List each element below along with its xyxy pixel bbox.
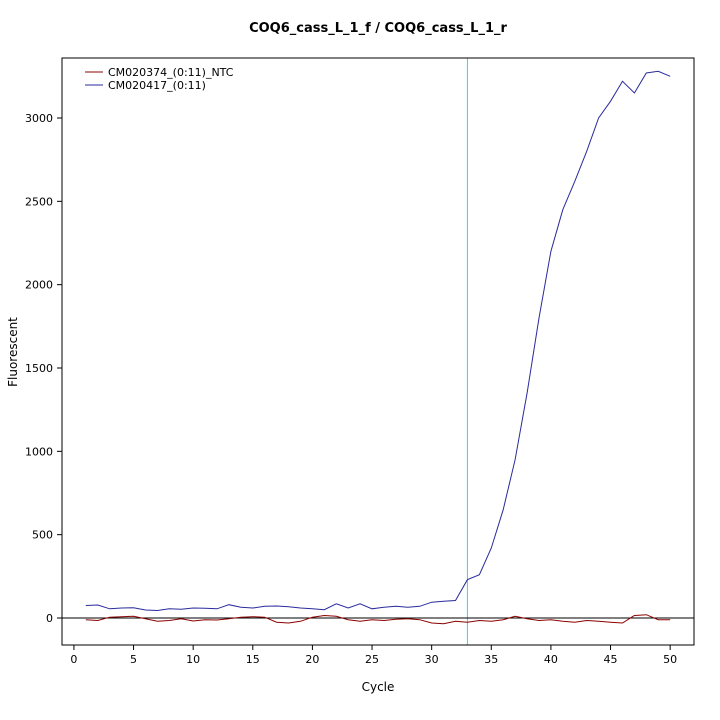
plot-border bbox=[61, 57, 695, 646]
x-tick-label: 40 bbox=[544, 653, 558, 666]
x-tick-label: 35 bbox=[484, 653, 498, 666]
x-tick-label: 5 bbox=[130, 653, 137, 666]
legend: CM020374_(0:11)_NTC CM020417_(0:11) bbox=[85, 66, 234, 92]
x-tick-label: 20 bbox=[305, 653, 319, 666]
series-line-ntc bbox=[85, 614, 671, 625]
legend-label-sample: CM020417_(0:11) bbox=[108, 79, 206, 92]
axis-ticks-layer: 0 5 10 15 20 25 30 35 40 45 5005001000150020002500… bbox=[25, 112, 677, 666]
y-tick-label: 500 bbox=[32, 529, 53, 542]
chart-title: COQ6_cass_L_1_f / COQ6_cass_L_1_r bbox=[249, 21, 507, 36]
legend-label-ntc: CM020374_(0:11)_NTC bbox=[108, 66, 234, 79]
y-tick-label: 2500 bbox=[25, 195, 53, 208]
x-tick-label: 10 bbox=[186, 653, 200, 666]
y-tick-label: 1000 bbox=[25, 445, 53, 458]
x-tick-label: 25 bbox=[365, 653, 379, 666]
x-axis-label: Cycle bbox=[362, 680, 395, 694]
series-lines-layer bbox=[85, 70, 671, 625]
x-tick-label: 15 bbox=[246, 653, 260, 666]
x-tick-label: 0 bbox=[70, 653, 77, 666]
y-tick-label: 0 bbox=[46, 612, 53, 625]
x-tick-label: 30 bbox=[425, 653, 439, 666]
x-tick-label: 45 bbox=[604, 653, 618, 666]
y-tick-label: 2000 bbox=[25, 279, 53, 292]
series-line-sample bbox=[85, 70, 671, 612]
y-tick-label: 3000 bbox=[25, 112, 53, 125]
y-tick-label: 1500 bbox=[25, 362, 53, 375]
y-axis-label: Fluorescent bbox=[6, 317, 20, 387]
x-tick-label: 50 bbox=[663, 653, 677, 666]
